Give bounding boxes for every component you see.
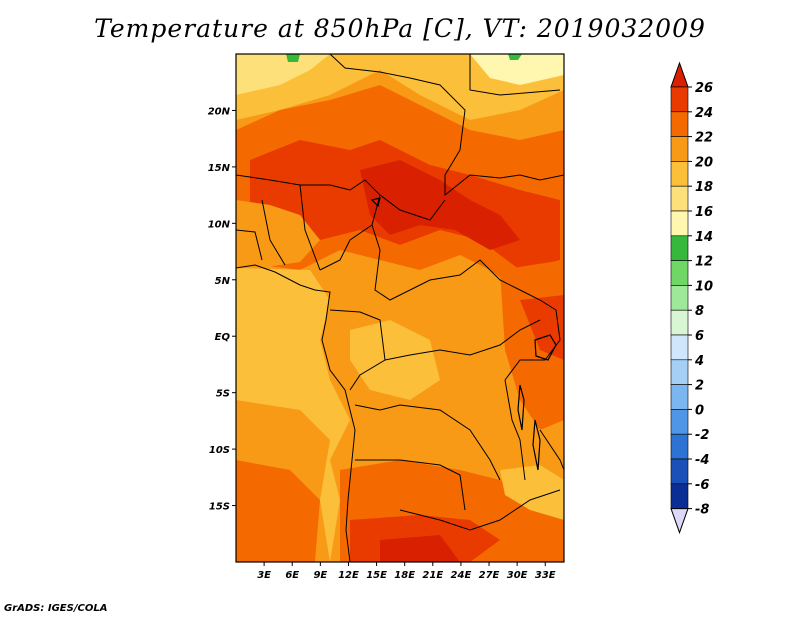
x-tick-label: 9E bbox=[313, 570, 327, 581]
x-tick-label: 27E bbox=[479, 570, 500, 581]
chart-title: Temperature at 850hPa [C], VT: 201903200… bbox=[94, 14, 706, 43]
colorbar-label: -6 bbox=[695, 478, 709, 493]
colorbar-segment bbox=[670, 483, 689, 509]
x-tick-label: 30E bbox=[507, 570, 528, 581]
x-tick-label: 33E bbox=[535, 570, 556, 581]
colorbar-segment bbox=[670, 285, 689, 311]
y-tick-label: 5N bbox=[215, 276, 231, 287]
colorbar-label: 20 bbox=[695, 155, 713, 170]
colorbar-label: 2 bbox=[695, 379, 704, 394]
colorbar-segment bbox=[670, 111, 689, 137]
y-tick-label: 15S bbox=[209, 502, 230, 513]
colorbar-label: 22 bbox=[695, 131, 713, 146]
x-tick-label: 21E bbox=[422, 570, 443, 581]
y-tick-label: 10S bbox=[209, 445, 230, 456]
x-tick-label: 18E bbox=[394, 570, 415, 581]
colorbar-segment bbox=[670, 409, 689, 435]
x-tick-label: 24E bbox=[451, 570, 472, 581]
colorbar-label: 4 bbox=[694, 354, 704, 369]
colorbar-label: 16 bbox=[695, 205, 713, 220]
colorbar-label: -8 bbox=[695, 503, 709, 518]
colorbar-segment bbox=[670, 458, 689, 485]
footer-credit: GrADS: IGES/COLA bbox=[4, 603, 108, 614]
colorbar-segment bbox=[670, 136, 689, 162]
colorbar-label: 24 bbox=[695, 106, 713, 121]
colorbar-segment bbox=[670, 235, 689, 261]
x-tick-label: 6E bbox=[285, 570, 299, 581]
x-axis: 3E 6E 9E 12E 15E 18E 21E 24E 27E 30E 33E bbox=[257, 562, 556, 581]
y-axis: 20N 15N 10N 5N EQ 5S 10S 15S bbox=[208, 106, 236, 513]
colorbar-segment bbox=[670, 334, 689, 361]
colorbar-segment bbox=[670, 260, 689, 286]
y-tick-label: 5S bbox=[216, 389, 230, 400]
colorbar-segment bbox=[670, 384, 689, 410]
colorbar-label: 12 bbox=[695, 255, 713, 270]
colorbar-segment bbox=[670, 86, 689, 113]
colorbar-label: -2 bbox=[695, 428, 709, 443]
colorbar-label: 6 bbox=[695, 329, 704, 344]
map-frame bbox=[235, 53, 565, 563]
y-tick-label: EQ bbox=[215, 332, 231, 343]
colorbar-label: 14 bbox=[695, 230, 713, 245]
y-tick-label: 10N bbox=[208, 219, 231, 230]
colorbar-bottom-arrow bbox=[670, 508, 689, 535]
colorbar-label: 0 bbox=[695, 403, 704, 418]
temperature-field bbox=[236, 54, 564, 562]
x-tick-label: 3E bbox=[257, 570, 271, 581]
colorbar-segment bbox=[670, 359, 689, 385]
x-tick-label: 12E bbox=[338, 570, 359, 581]
y-tick-label: 20N bbox=[208, 106, 231, 117]
colorbar-top-arrow bbox=[670, 61, 689, 88]
colorbar-label: 26 bbox=[695, 81, 713, 96]
colorbar-segment bbox=[670, 161, 689, 187]
colorbar-label: 8 bbox=[695, 304, 704, 319]
colorbar-segment bbox=[670, 185, 689, 212]
colorbar-segment bbox=[670, 309, 689, 336]
colorbar-label: 10 bbox=[695, 279, 713, 294]
colorbar-segment bbox=[670, 210, 689, 237]
colorbar-segment bbox=[670, 433, 689, 460]
x-tick-label: 15E bbox=[366, 570, 387, 581]
y-tick-label: 15N bbox=[208, 163, 231, 174]
colorbar-label: 18 bbox=[695, 180, 713, 195]
colorbar-label: -4 bbox=[695, 453, 709, 468]
